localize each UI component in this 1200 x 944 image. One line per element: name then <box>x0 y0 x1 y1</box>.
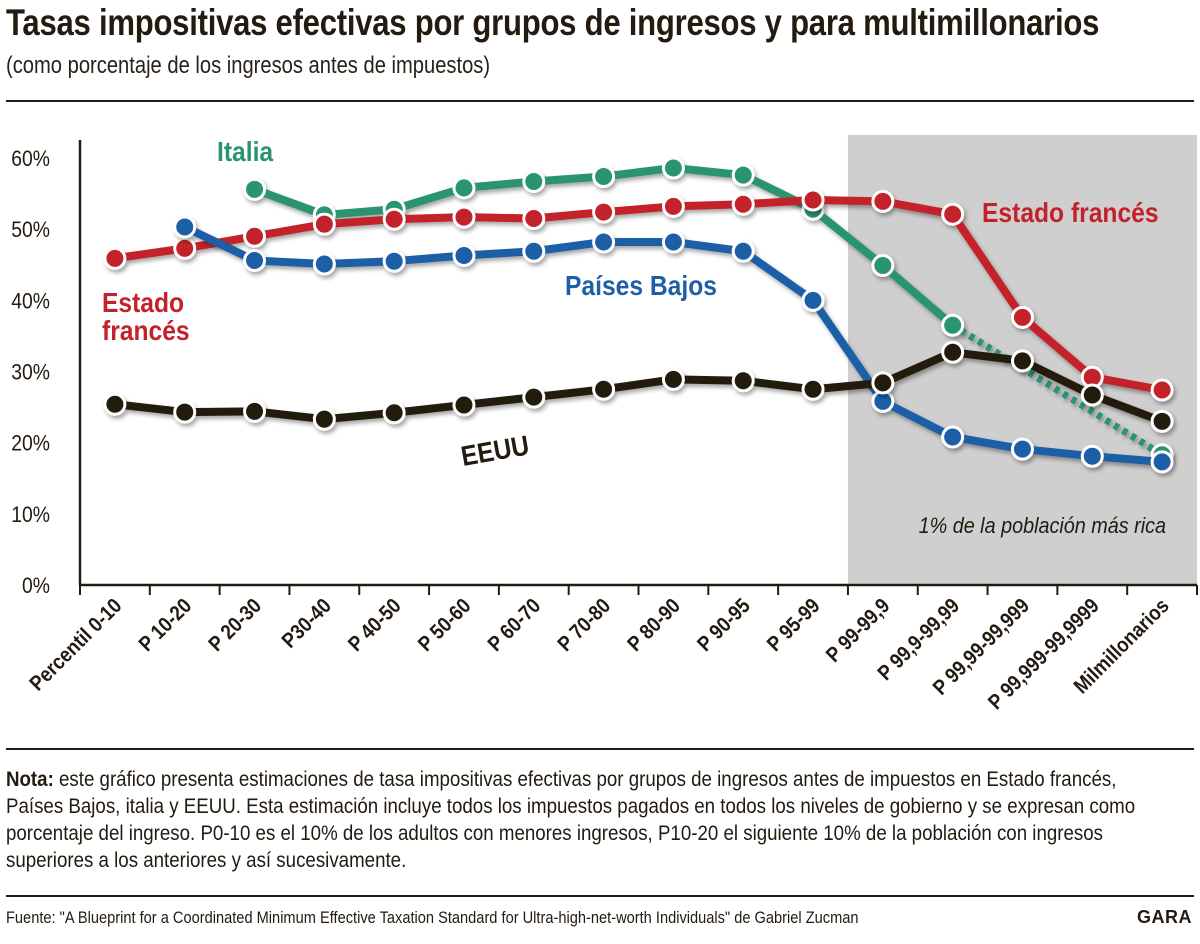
data-point <box>871 253 895 277</box>
data-point <box>1080 383 1104 407</box>
data-point <box>452 243 476 267</box>
x-tick-label: P 70-80 <box>553 594 615 656</box>
series-label-estado-frances-left: Estado <box>102 287 184 319</box>
series-line <box>114 195 1163 394</box>
data-point <box>1010 349 1034 373</box>
divider <box>6 748 1194 750</box>
data-point <box>941 313 965 337</box>
x-tick-label: P 10-20 <box>134 594 196 656</box>
x-tick-label: P 90-95 <box>693 594 755 656</box>
data-point <box>871 389 895 413</box>
data-point <box>243 248 267 272</box>
y-tick-label: 10% <box>11 503 50 527</box>
data-point <box>243 399 267 423</box>
series-line <box>114 348 1164 426</box>
data-point <box>1010 305 1034 329</box>
x-tick-label: P 40-50 <box>344 594 406 656</box>
data-point <box>941 340 965 364</box>
divider <box>6 895 1194 897</box>
series-label-estado-frances-left: francés <box>102 315 190 347</box>
data-point <box>522 206 546 230</box>
data-point <box>731 192 755 216</box>
series-label-eeuu: EEUU <box>459 429 532 472</box>
chart-title: Tasas impositivas efectivas por grupos d… <box>6 2 1100 43</box>
data-point <box>1150 450 1174 474</box>
series-eeuu <box>103 340 1174 433</box>
note-label: Nota: <box>6 767 54 791</box>
y-tick-label: 20% <box>11 432 50 456</box>
data-point <box>1150 378 1174 402</box>
x-tick-label: P 80-90 <box>623 594 685 656</box>
data-point <box>801 188 825 212</box>
data-point <box>103 392 127 416</box>
data-point <box>731 163 755 187</box>
y-tick-label: 0% <box>22 574 50 598</box>
data-point <box>103 246 127 270</box>
data-point <box>871 371 895 395</box>
series-label-italia: Italia <box>217 136 273 168</box>
data-point <box>592 230 616 254</box>
y-tick-label: 60% <box>11 147 50 171</box>
data-point <box>452 176 476 200</box>
y-tick-label: 50% <box>11 218 50 242</box>
data-point <box>312 252 336 276</box>
data-point <box>661 156 685 180</box>
series-projection-line <box>950 322 1164 458</box>
series-label-estado-frances: Estado francés <box>982 197 1159 229</box>
data-point <box>173 400 197 424</box>
data-point <box>941 202 965 226</box>
data-point <box>592 200 616 224</box>
data-point <box>382 207 406 231</box>
chart-subtitle: (como porcentaje de los ingresos antes d… <box>6 52 491 79</box>
x-tick-label: Percentil 0-10 <box>25 594 126 695</box>
data-point <box>382 249 406 273</box>
shaded-region-label: 1% de la población más rica <box>919 514 1166 538</box>
data-point <box>1010 437 1034 461</box>
data-point <box>1080 444 1104 468</box>
x-tick-label: P 60-70 <box>484 594 546 656</box>
data-point <box>661 367 685 391</box>
x-tick-label: P 20-30 <box>204 594 266 656</box>
divider <box>6 100 1194 102</box>
data-point <box>522 385 546 409</box>
brand-logo: GARA <box>1137 907 1192 927</box>
y-tick-label: 40% <box>11 289 50 313</box>
data-point <box>661 230 685 254</box>
x-tick-label: P 50-60 <box>414 594 476 656</box>
data-point <box>1150 409 1174 433</box>
data-point <box>243 177 267 201</box>
source-credit: Fuente: "A Blueprint for a Coordinated M… <box>6 908 859 927</box>
data-point <box>243 224 267 248</box>
chart-note: Nota: este gráfico presenta estimaciones… <box>6 766 1137 874</box>
data-point <box>382 401 406 425</box>
data-point <box>731 239 755 263</box>
data-point <box>801 377 825 401</box>
data-point <box>312 212 336 236</box>
data-point <box>941 425 965 449</box>
data-point <box>801 288 825 312</box>
x-tick-label: P 99-99,9 <box>822 594 895 667</box>
data-point <box>871 189 895 213</box>
data-point <box>452 393 476 417</box>
data-point <box>452 205 476 229</box>
data-point <box>661 194 685 218</box>
series-label-paises-bajos: Países Bajos <box>565 270 717 302</box>
data-point <box>592 165 616 189</box>
x-tick-label: P30-40 <box>277 594 336 653</box>
data-point <box>731 369 755 393</box>
series-estado-francés <box>103 188 1174 402</box>
data-point <box>173 215 197 239</box>
data-point <box>312 407 336 431</box>
x-tick-label: P 95-99 <box>763 594 825 656</box>
data-point <box>522 169 546 193</box>
note-text: este gráfico presenta estimaciones de ta… <box>6 767 1136 872</box>
y-tick-label: 30% <box>11 360 50 384</box>
data-point <box>592 377 616 401</box>
data-point <box>173 236 197 260</box>
data-point <box>522 239 546 263</box>
